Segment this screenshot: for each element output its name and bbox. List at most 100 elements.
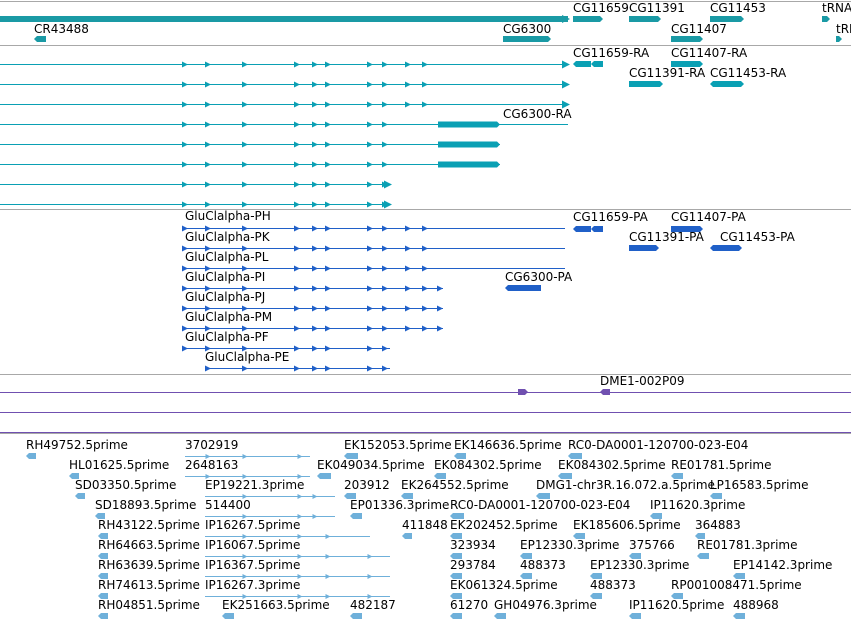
est-feature[interactable]: [350, 613, 362, 619]
est-feature[interactable]: [98, 573, 108, 579]
cg11659-gene[interactable]: [573, 16, 603, 22]
est-feature[interactable]: [450, 533, 462, 539]
est-feature[interactable]: [401, 493, 413, 499]
est-feature[interactable]: [573, 533, 585, 539]
cg11391-ra-transcript[interactable]: [629, 81, 663, 87]
est-feature[interactable]: [520, 553, 532, 559]
cg11407-ra-transcript[interactable]: [671, 61, 703, 67]
est-feature[interactable]: [75, 493, 85, 499]
est-feature[interactable]: [350, 513, 362, 519]
protein-exon-marker: [405, 245, 411, 252]
est-feature[interactable]: [733, 573, 745, 579]
cg11391-ra-label: CG11391-RA: [629, 66, 706, 80]
est-feature[interactable]: [697, 553, 709, 559]
protein-exon-marker: [294, 265, 300, 272]
coding-exon[interactable]: [438, 161, 500, 168]
cg6300-pa-protein[interactable]: [505, 285, 541, 291]
est-feature[interactable]: [568, 453, 582, 459]
gluclalpha-pk-label: GluClalpha-PK: [185, 230, 271, 244]
coding-exon[interactable]: [438, 121, 500, 128]
est-feature[interactable]: [222, 613, 234, 619]
cg11659-pa-protein[interactable]: [573, 226, 591, 232]
cg11453-pa-protein[interactable]: [710, 245, 726, 251]
protein-exon-marker: [205, 345, 211, 352]
exon-marker: [367, 81, 373, 88]
protein-exon-marker: [205, 265, 211, 272]
coding-exon[interactable]: [438, 141, 500, 148]
est-feature[interactable]: [671, 593, 683, 599]
cg11659-ra-transcript[interactable]: [573, 61, 591, 67]
est-exon-marker: [297, 554, 303, 559]
gluclalpha-pl-label: GluClalpha-PL: [185, 250, 269, 264]
protein-exon-marker: [437, 325, 443, 332]
est-feature[interactable]: [26, 453, 36, 459]
est-feature[interactable]: [494, 613, 506, 619]
trn2-gene[interactable]: [836, 36, 842, 42]
est-feature[interactable]: [98, 593, 108, 599]
est-feature[interactable]: [344, 453, 358, 459]
est-feature[interactable]: [671, 473, 683, 479]
est-feature[interactable]: [402, 533, 412, 539]
est-feature[interactable]: [98, 553, 108, 559]
est-feature[interactable]: [450, 513, 464, 519]
est-feature[interactable]: [590, 573, 602, 579]
aberration-marker[interactable]: [600, 389, 610, 395]
cg11659-pa-exon[interactable]: [591, 226, 603, 232]
cg11407-gene[interactable]: [671, 36, 703, 42]
protein-exon-marker: [405, 325, 411, 332]
est-feature[interactable]: [98, 533, 108, 539]
est-feature[interactable]: [95, 513, 105, 519]
est-feature[interactable]: [629, 613, 641, 619]
cg11407-pa-protein[interactable]: [671, 226, 703, 232]
cg11453-ra-label: CG11453-RA: [710, 66, 787, 80]
protein-exon-marker: [422, 305, 428, 312]
est-feature[interactable]: [520, 573, 532, 579]
est-feature[interactable]: [590, 593, 602, 599]
cg11391-pa-protein[interactable]: [629, 245, 659, 251]
est-feature[interactable]: [558, 473, 572, 479]
est-feature[interactable]: [317, 473, 331, 479]
est-feature[interactable]: [454, 453, 466, 459]
est-exon-marker: [297, 534, 303, 539]
exon-marker: [367, 121, 373, 128]
cg11659-label: CG11659: [573, 1, 629, 15]
protein-exon-marker: [242, 265, 248, 272]
protein-exon-marker: [312, 285, 318, 292]
cg11453-label: CG11453: [710, 1, 766, 15]
est-feature[interactable]: [450, 613, 462, 619]
est-feature[interactable]: [434, 473, 446, 479]
est-feature[interactable]: [450, 593, 462, 599]
cg11453-ra-transcript[interactable]: [710, 81, 726, 87]
est-feature[interactable]: [98, 613, 108, 619]
gluclalpha-gene-body[interactable]: [0, 16, 568, 22]
est-feature[interactable]: [450, 573, 462, 579]
exon-marker: [294, 181, 300, 188]
est-feature[interactable]: [710, 493, 722, 499]
protein-exon-marker: [367, 305, 373, 312]
est-exon-marker: [367, 574, 373, 579]
est-exon-marker: [242, 494, 248, 499]
protein-exon-marker: [294, 345, 300, 352]
est-feature[interactable]: [450, 553, 462, 559]
cg11453-pa-exon[interactable]: [726, 245, 742, 251]
est-feature[interactable]: [733, 613, 745, 619]
cg11453-ra-exon[interactable]: [726, 81, 744, 87]
est-feature[interactable]: [69, 473, 79, 479]
est-feature[interactable]: [536, 493, 550, 499]
cg11659-ra-exon[interactable]: [591, 61, 603, 67]
est-feature[interactable]: [629, 553, 641, 559]
est-exon-marker: [242, 534, 248, 539]
aberration-marker[interactable]: [518, 389, 528, 395]
cg11453-gene[interactable]: [710, 16, 744, 22]
cg11391-gene[interactable]: [629, 16, 661, 22]
ek152053-label: EK152053.5prime: [344, 438, 452, 452]
trna-gene[interactable]: [822, 16, 830, 22]
est-feature[interactable]: [695, 533, 705, 539]
cg6300-gene[interactable]: [503, 36, 551, 42]
protein-exon-marker: [382, 325, 388, 332]
exon-marker: [325, 101, 331, 108]
est-feature[interactable]: [650, 513, 662, 519]
cr43488-gene[interactable]: [34, 36, 46, 42]
est-feature[interactable]: [344, 493, 356, 499]
